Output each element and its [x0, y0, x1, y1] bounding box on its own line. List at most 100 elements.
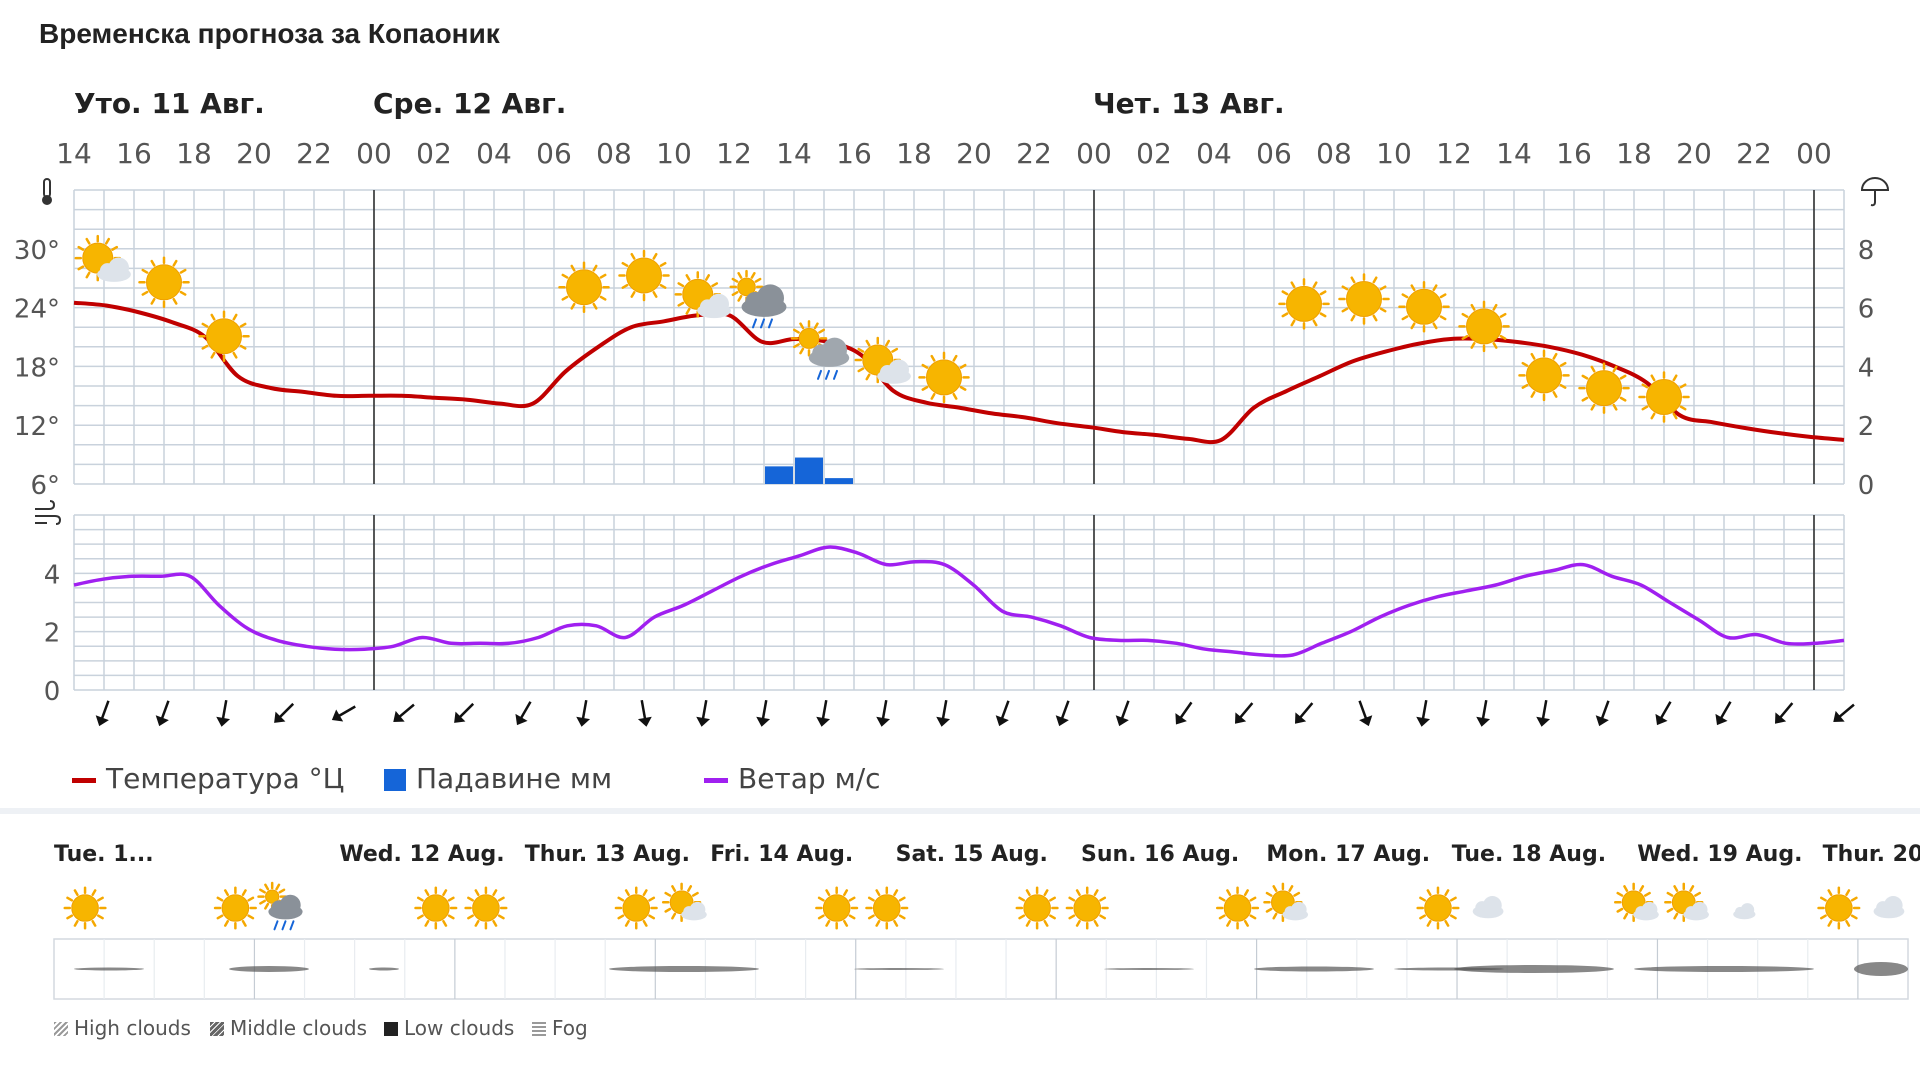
- arrow-head: [876, 716, 891, 727]
- rain-drop: [760, 318, 765, 329]
- sun-ray: [737, 272, 743, 279]
- sun-ray: [857, 347, 865, 353]
- rain-drop: [768, 318, 773, 329]
- sun-ray: [264, 902, 270, 910]
- sun-ray: [1025, 920, 1031, 927]
- sun-ray: [1410, 322, 1416, 330]
- cloud-icon: [1733, 903, 1756, 920]
- sun-ray: [1379, 307, 1387, 313]
- sun-icon: [1015, 886, 1059, 930]
- precip-axis-tick: 8: [1858, 236, 1875, 266]
- moon-icon: [991, 369, 1010, 405]
- rain-drop: [833, 369, 838, 380]
- wind-direction-arrow: [1055, 700, 1070, 727]
- sun-ray: [241, 920, 247, 927]
- sun-icon: [1416, 886, 1460, 930]
- sun-ray: [1401, 293, 1409, 299]
- sun-ray: [1226, 920, 1232, 927]
- sun-ray: [259, 899, 266, 905]
- sun-icon: [790, 320, 828, 357]
- sun-ray: [1218, 896, 1226, 902]
- sun-disc: [1466, 308, 1502, 345]
- sun-ray: [617, 896, 625, 902]
- sun-ray: [659, 283, 667, 289]
- wind-direction-arrow: [696, 699, 711, 727]
- rain-drop: [289, 920, 295, 931]
- sun-ray: [66, 914, 74, 920]
- cloud-icon: [808, 337, 850, 367]
- sun-ray: [1075, 920, 1081, 927]
- cloud-part: [1641, 901, 1658, 918]
- sun-ray: [1093, 889, 1099, 896]
- hour-label: 16: [836, 137, 872, 170]
- wind-axis-tick: 4: [44, 560, 61, 590]
- sun-ray: [817, 896, 825, 902]
- sun-disc: [1526, 357, 1562, 394]
- cloud-icon: [1683, 901, 1709, 921]
- sun-ray: [1581, 374, 1589, 380]
- sun-disc: [1073, 894, 1102, 922]
- sun-ray: [1666, 907, 1674, 913]
- hour-label: 16: [1556, 137, 1592, 170]
- sun-ray: [1350, 276, 1356, 284]
- sun-ray: [259, 888, 266, 894]
- sun-ray: [474, 920, 480, 927]
- arrow-head: [696, 716, 711, 727]
- wind-direction-arrow: [1175, 701, 1193, 725]
- sun-disc: [1646, 378, 1682, 415]
- hour-label: 00: [1796, 137, 1832, 170]
- wind-direction-arrow: [515, 701, 532, 726]
- wind-axis-tick: 0: [44, 677, 61, 707]
- wind-direction-arrow: [1536, 699, 1551, 727]
- moon-icon: [1771, 382, 1790, 418]
- arrow-head: [1359, 715, 1373, 727]
- sun-ray: [825, 920, 831, 927]
- sun-ray: [677, 282, 685, 288]
- sun-ray: [216, 896, 224, 902]
- precip-bar: [825, 478, 853, 484]
- overview-day-label: Fri. 14 Aug.: [710, 842, 853, 867]
- sun-ray: [671, 885, 677, 892]
- legend-wind[interactable]: Ветар м/с: [704, 762, 881, 795]
- section-divider: [0, 808, 1920, 814]
- sun-ray: [247, 896, 255, 902]
- legend-temperature[interactable]: Температура °Ц: [72, 762, 344, 795]
- cloud-cover-frame: [53, 938, 1909, 1000]
- sun-ray: [711, 282, 719, 288]
- temp-axis-tick: 30°: [14, 236, 60, 266]
- legend-middle-clouds-label: Middle clouds: [230, 1016, 368, 1040]
- sun-ray: [1249, 914, 1257, 920]
- sun-ray: [1043, 920, 1049, 927]
- moon-icon: [1528, 894, 1543, 922]
- sun-icon: [414, 886, 458, 930]
- cloud-icon: [1873, 896, 1905, 919]
- sun-ray: [891, 347, 899, 353]
- sun-ray: [731, 277, 739, 283]
- sun-disc: [1346, 280, 1382, 317]
- sun-ray: [1288, 885, 1294, 892]
- moon-icon: [391, 340, 410, 376]
- wind-direction-arrow: [876, 699, 891, 727]
- umbrella-canopy: [1860, 177, 1890, 191]
- arrow-head: [995, 715, 1009, 727]
- sun-disc: [265, 889, 280, 904]
- sun-ray: [1679, 383, 1687, 389]
- sun-ray: [848, 914, 856, 920]
- overview-day-label: Wed. 19 Aug.: [1637, 842, 1802, 867]
- sun-ray: [1639, 885, 1645, 892]
- sun-ray: [867, 896, 875, 902]
- sun-ray: [232, 351, 238, 359]
- sun-ray: [1492, 342, 1498, 349]
- sun-ray: [959, 363, 967, 369]
- sun-ray: [799, 347, 805, 355]
- sun-ray: [278, 888, 286, 894]
- sun-ray: [247, 914, 255, 920]
- sun-ray: [1432, 322, 1438, 330]
- legend-fog-label: Fog: [552, 1016, 588, 1040]
- legend-precipitation[interactable]: Падавине мм: [384, 762, 612, 795]
- sun-icon: [1065, 886, 1109, 930]
- moon-icon: [1171, 333, 1190, 369]
- arrow-head: [393, 710, 405, 722]
- sun-ray: [210, 313, 216, 321]
- moon-icon: [1711, 382, 1730, 418]
